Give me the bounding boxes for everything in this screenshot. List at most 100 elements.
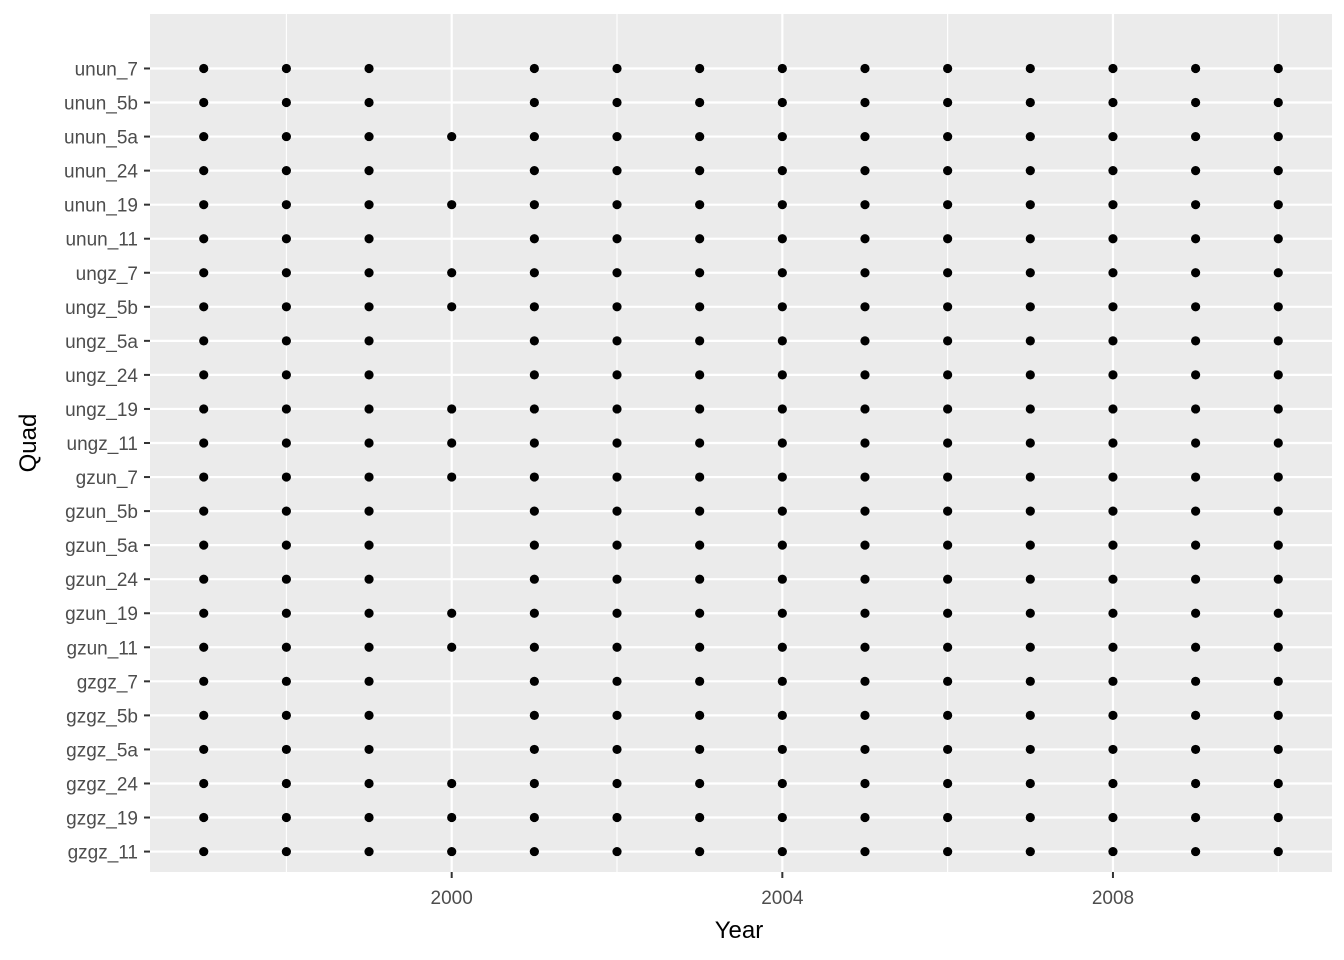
data-point [199,63,209,74]
data-point [447,268,457,278]
data-point [1191,574,1201,584]
data-point [529,506,539,516]
data-point [1025,744,1035,755]
data-point [1108,97,1118,108]
data-point [529,642,539,652]
data-point [860,812,870,823]
data-point [695,302,705,312]
data-point [281,268,291,278]
data-point [695,336,705,346]
data-point [529,302,539,312]
data-point [1108,744,1118,755]
data-point [281,472,291,482]
data-point [1025,676,1035,686]
data-point [943,744,953,755]
data-point [777,63,787,74]
data-point [199,234,209,244]
data-point [612,608,622,618]
data-point [1108,268,1118,278]
data-point [529,268,539,278]
data-point [695,97,705,108]
data-point [777,302,787,312]
data-point [1273,97,1283,108]
data-point [943,97,953,108]
data-point [281,540,291,550]
data-point [612,97,622,108]
data-point [777,472,787,482]
data-point [281,608,291,618]
data-point [364,370,374,380]
data-point [1025,642,1035,652]
data-point [199,744,209,755]
data-point [281,404,291,414]
data-point [1273,268,1283,278]
data-point [860,676,870,686]
data-point [281,302,291,312]
data-point [199,506,209,516]
data-point [281,438,291,448]
data-point [1108,370,1118,380]
data-point [281,200,291,210]
data-point [695,642,705,652]
data-point [695,540,705,550]
data-point [1025,268,1035,278]
y-tick-label: gzgz_19 [66,809,138,830]
data-point [1108,63,1118,74]
data-point [281,63,291,74]
data-point [1025,97,1035,108]
y-axis-title: Quad [15,414,42,473]
data-points [199,63,1283,857]
data-point [1108,574,1118,584]
data-point [364,574,374,584]
data-point [777,370,787,380]
data-point [1273,166,1283,176]
data-point [695,846,705,857]
data-point [860,472,870,482]
data-point [695,166,705,176]
data-point [529,97,539,108]
data-point [612,438,622,448]
data-point [364,846,374,857]
data-point [695,812,705,823]
data-point [364,234,374,244]
data-point [777,200,787,210]
data-point [943,540,953,550]
data-point [1108,404,1118,414]
y-tick-label: ungz_7 [76,264,138,285]
data-point [860,166,870,176]
y-tick-label: gzgz_24 [66,774,138,795]
data-point [1191,506,1201,516]
data-point [199,438,209,448]
data-point [529,812,539,823]
data-point [1273,438,1283,448]
data-point [943,302,953,312]
data-point [364,302,374,312]
data-point [281,234,291,244]
data-point [364,472,374,482]
data-point [1191,234,1201,244]
data-point [529,778,539,789]
data-point [612,506,622,516]
data-point [777,744,787,755]
data-point [199,336,209,346]
data-point [199,812,209,823]
data-point [529,710,539,720]
data-point [281,846,291,857]
data-point [1025,63,1035,74]
data-point [364,778,374,789]
data-point [447,846,457,857]
data-point [777,234,787,244]
data-point [281,166,291,176]
data-point [529,574,539,584]
data-point [364,97,374,108]
data-point [695,438,705,448]
data-point [199,472,209,482]
data-point [1191,268,1201,278]
x-axis: 2000 2004 2008 [431,872,1134,909]
data-point [281,778,291,789]
data-point [1108,472,1118,482]
data-point [281,676,291,686]
data-point [777,778,787,789]
data-point [612,302,622,312]
y-tick-label: gzun_5a [65,536,138,557]
